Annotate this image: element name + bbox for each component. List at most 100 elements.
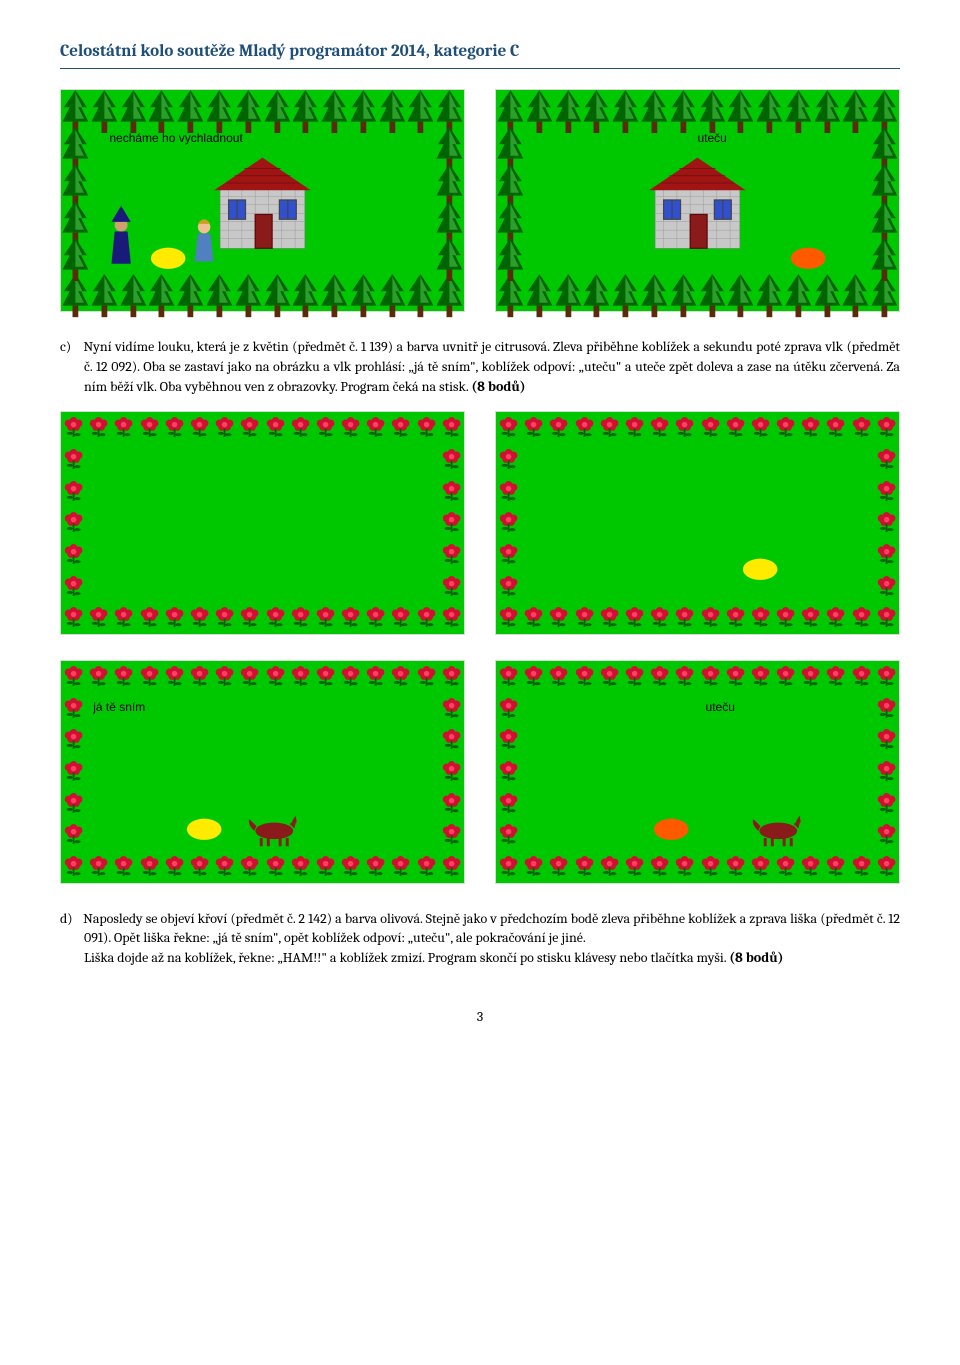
flower-icon	[496, 571, 521, 596]
flower-icon	[572, 602, 597, 627]
paragraph-c-points: (8 bodů)	[471, 378, 525, 395]
flower-icon	[338, 851, 363, 876]
tree-icon	[349, 90, 378, 133]
scene-caption: necháme ho vychladnout	[109, 130, 242, 147]
flower-icon	[338, 602, 363, 627]
flower-icon	[162, 412, 187, 437]
flower-icon	[773, 412, 798, 437]
flower-icon	[773, 661, 798, 686]
flower-icon	[874, 539, 899, 564]
flower-icon	[263, 602, 288, 627]
paragraph-d-text2: Liška dojde až na koblížek, řekne: „HAM!…	[84, 949, 729, 966]
flower-icon	[61, 412, 86, 437]
flower-icon	[212, 661, 237, 686]
tree-icon	[784, 274, 813, 317]
tree-icon	[61, 164, 90, 207]
tree-icon	[147, 90, 176, 133]
flower-icon	[546, 851, 571, 876]
tree-icon	[263, 274, 292, 317]
flower-icon	[61, 476, 86, 501]
flower-icon	[798, 412, 823, 437]
tree-icon	[90, 274, 119, 317]
tree-icon	[611, 90, 640, 133]
tree-icon	[870, 201, 899, 244]
flower-icon	[496, 851, 521, 876]
tree-icon	[726, 90, 755, 133]
flower-icon	[823, 661, 848, 686]
flower-icon	[496, 507, 521, 532]
flower-icon	[162, 851, 187, 876]
scene-row-3: já tě sním	[60, 660, 900, 884]
scene-bg	[496, 412, 899, 634]
tree-icon	[611, 274, 640, 317]
flower-icon	[874, 507, 899, 532]
scene-row-1: necháme ho vychladnout	[60, 89, 900, 313]
flower-icon	[748, 851, 773, 876]
flower-icon	[773, 851, 798, 876]
flower-icon	[86, 851, 111, 876]
flower-icon	[496, 819, 521, 844]
tree-icon	[496, 201, 525, 244]
flower-icon	[439, 444, 464, 469]
flower-icon	[647, 602, 672, 627]
tree-icon	[61, 238, 90, 281]
flower-icon	[723, 602, 748, 627]
tree-icon	[582, 90, 611, 133]
flower-icon	[61, 819, 86, 844]
flower-icon	[439, 693, 464, 718]
tree-icon	[640, 90, 669, 133]
tree-icon	[755, 90, 784, 133]
scene-3-right: uteču	[495, 660, 900, 884]
flower-icon	[414, 661, 439, 686]
tree-icon	[378, 274, 407, 317]
flower-icon	[363, 602, 388, 627]
tree-icon	[870, 274, 899, 317]
flower-icon	[672, 602, 697, 627]
flower-icon	[61, 724, 86, 749]
flower-icon	[61, 539, 86, 564]
flower-icon	[187, 661, 212, 686]
flower-icon	[647, 412, 672, 437]
flower-icon	[313, 602, 338, 627]
flower-icon	[111, 661, 136, 686]
tree-icon	[755, 274, 784, 317]
flower-icon	[698, 602, 723, 627]
flower-icon	[874, 851, 899, 876]
flower-icon	[521, 851, 546, 876]
flower-icon	[388, 412, 413, 437]
tree-icon	[406, 274, 435, 317]
flower-icon	[874, 571, 899, 596]
list-label-d: d)	[60, 909, 80, 929]
flower-icon	[439, 756, 464, 781]
flower-icon	[137, 851, 162, 876]
tree-icon	[61, 90, 90, 133]
scene-1-left: necháme ho vychladnout	[60, 89, 465, 313]
flower-icon	[111, 851, 136, 876]
flower-icon	[647, 661, 672, 686]
flower-icon	[439, 476, 464, 501]
tree-icon	[406, 90, 435, 133]
tree-icon	[234, 90, 263, 133]
flower-icon	[137, 661, 162, 686]
flower-icon	[597, 851, 622, 876]
flower-icon	[546, 661, 571, 686]
tree-icon	[234, 274, 263, 317]
tree-icon	[378, 90, 407, 133]
tree-icon	[784, 90, 813, 133]
tree-icon	[870, 127, 899, 170]
flower-icon	[672, 661, 697, 686]
egg-icon	[649, 816, 693, 843]
flower-icon	[388, 602, 413, 627]
tree-icon	[496, 90, 525, 133]
tree-icon	[870, 164, 899, 207]
flower-icon	[572, 661, 597, 686]
flower-icon	[61, 693, 86, 718]
flower-icon	[388, 661, 413, 686]
flower-icon	[496, 724, 521, 749]
paragraph-d-text: Naposledy se objeví křoví (předmět č. 2 …	[83, 910, 900, 947]
tree-icon	[698, 274, 727, 317]
flower-icon	[572, 851, 597, 876]
tree-icon	[61, 127, 90, 170]
flower-icon	[546, 602, 571, 627]
flower-icon	[874, 819, 899, 844]
